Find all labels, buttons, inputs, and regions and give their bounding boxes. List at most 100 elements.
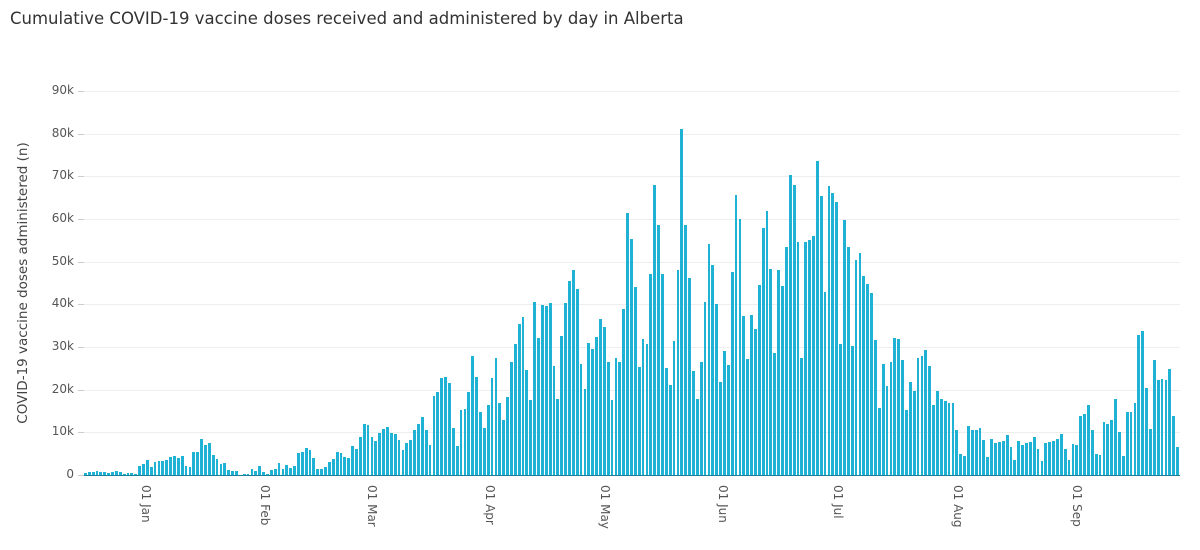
bar[interactable] — [777, 270, 780, 475]
bar[interactable] — [413, 430, 416, 475]
bar[interactable] — [862, 276, 866, 475]
bar[interactable] — [680, 128, 684, 475]
bar[interactable] — [874, 340, 877, 475]
bar[interactable] — [877, 408, 881, 475]
bar[interactable] — [1172, 415, 1176, 475]
bar[interactable] — [792, 184, 796, 475]
bar[interactable] — [808, 240, 811, 475]
bar[interactable] — [668, 385, 672, 475]
bar[interactable] — [707, 243, 711, 475]
bar[interactable] — [459, 409, 463, 475]
bar[interactable] — [107, 472, 111, 475]
bar[interactable] — [448, 383, 451, 475]
bar[interactable] — [1121, 455, 1125, 475]
bar[interactable] — [490, 377, 494, 475]
bar[interactable] — [850, 346, 854, 475]
bar[interactable] — [254, 470, 258, 475]
bar[interactable] — [715, 303, 719, 475]
bar[interactable] — [575, 288, 579, 475]
bar[interactable] — [1028, 442, 1032, 475]
bar[interactable] — [602, 327, 606, 475]
bar[interactable] — [734, 194, 738, 475]
bar[interactable] — [343, 456, 347, 475]
bar[interactable] — [149, 467, 153, 475]
bar[interactable] — [87, 472, 91, 475]
bar[interactable] — [823, 291, 827, 475]
bar[interactable] — [997, 441, 1001, 475]
bar[interactable] — [277, 463, 281, 475]
bar[interactable] — [994, 443, 997, 475]
bar[interactable] — [924, 349, 928, 475]
bar[interactable] — [606, 361, 610, 475]
bar[interactable] — [300, 451, 304, 475]
bar[interactable] — [1009, 447, 1013, 475]
bar[interactable] — [804, 242, 808, 475]
bar[interactable] — [1129, 411, 1133, 475]
bar[interactable] — [579, 363, 583, 475]
bar[interactable] — [1021, 445, 1024, 475]
bar[interactable] — [626, 213, 629, 475]
bar[interactable] — [936, 391, 939, 475]
bar[interactable] — [118, 472, 122, 475]
bar[interactable] — [297, 453, 300, 475]
bar[interactable] — [730, 272, 734, 475]
bar[interactable] — [242, 474, 246, 475]
bar[interactable] — [1087, 404, 1090, 475]
bar[interactable] — [916, 357, 920, 475]
bar[interactable] — [645, 344, 649, 475]
bar[interactable] — [428, 445, 432, 475]
bar[interactable] — [870, 293, 873, 475]
bar[interactable] — [335, 452, 339, 475]
bar[interactable] — [788, 175, 792, 475]
bar[interactable] — [173, 455, 176, 475]
bar[interactable] — [366, 424, 370, 475]
bar[interactable] — [943, 401, 947, 475]
bar[interactable] — [970, 430, 974, 475]
bar[interactable] — [273, 468, 277, 475]
bar[interactable] — [114, 471, 118, 475]
bar[interactable] — [695, 399, 699, 475]
bar[interactable] — [827, 186, 831, 475]
bar[interactable] — [637, 366, 641, 475]
bar[interactable] — [506, 396, 509, 475]
bar[interactable] — [866, 284, 870, 475]
bar[interactable] — [614, 357, 618, 475]
bar[interactable] — [382, 429, 385, 475]
bar[interactable] — [966, 425, 970, 475]
bar[interactable] — [285, 464, 289, 475]
bar[interactable] — [521, 317, 525, 475]
bar[interactable] — [153, 462, 157, 475]
bar[interactable] — [1025, 443, 1028, 475]
bar[interactable] — [831, 192, 835, 475]
bar[interactable] — [235, 471, 238, 475]
bar[interactable] — [463, 408, 467, 475]
bar[interactable] — [587, 343, 591, 475]
bar[interactable] — [571, 270, 575, 475]
bar[interactable] — [1102, 421, 1106, 475]
bar[interactable] — [854, 259, 858, 475]
bar[interactable] — [362, 423, 366, 475]
bar[interactable] — [1040, 461, 1044, 475]
bar[interactable] — [211, 454, 215, 475]
bar[interactable] — [653, 184, 657, 475]
bar[interactable] — [932, 404, 935, 475]
bar[interactable] — [111, 472, 114, 475]
bar[interactable] — [738, 219, 742, 475]
bar[interactable] — [1052, 441, 1055, 475]
bar[interactable] — [386, 426, 389, 475]
bar[interactable] — [661, 274, 664, 475]
bar[interactable] — [266, 474, 269, 475]
bar[interactable] — [269, 469, 273, 475]
bar[interactable] — [517, 323, 521, 475]
bar[interactable] — [672, 340, 676, 475]
bar[interactable] — [1098, 455, 1102, 475]
bar[interactable] — [955, 430, 959, 475]
bar[interactable] — [839, 344, 842, 475]
bar[interactable] — [908, 382, 912, 475]
bar[interactable] — [897, 338, 901, 475]
bar[interactable] — [1176, 446, 1179, 475]
bar[interactable] — [750, 315, 753, 475]
bar[interactable] — [134, 473, 138, 475]
bar[interactable] — [881, 364, 885, 475]
bar[interactable] — [451, 428, 455, 475]
